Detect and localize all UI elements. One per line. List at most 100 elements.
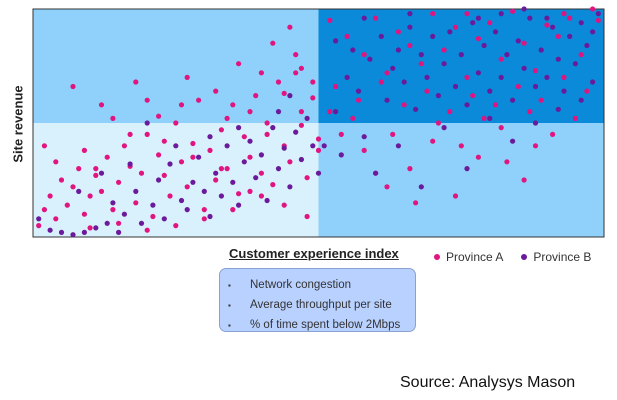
cei-factors-box: ▪ Network congestion ▪ Average throughpu… (219, 268, 416, 332)
data-point (258, 193, 264, 199)
data-point (270, 125, 276, 131)
data-point (236, 191, 242, 197)
data-point (447, 29, 453, 35)
data-point (521, 6, 527, 12)
data-point (230, 207, 236, 213)
data-point (190, 179, 196, 185)
data-point (515, 83, 521, 90)
data-point (93, 225, 99, 231)
data-point (572, 115, 579, 121)
data-point (190, 140, 196, 147)
data-point (247, 109, 253, 115)
data-point (138, 170, 145, 176)
data-point (407, 24, 413, 30)
data-point (178, 197, 185, 204)
data-point (218, 166, 224, 172)
data-point (310, 143, 316, 149)
data-point (247, 138, 253, 144)
data-point (156, 113, 162, 119)
data-point (116, 179, 122, 185)
data-point (441, 47, 447, 53)
data-point (144, 97, 150, 103)
data-point (475, 36, 481, 42)
data-point (133, 200, 139, 206)
data-point (287, 159, 293, 165)
data-point (196, 154, 202, 160)
data-point (435, 120, 441, 126)
data-point (464, 102, 470, 108)
data-point (327, 109, 333, 115)
data-point (161, 138, 167, 144)
data-point (93, 166, 99, 172)
data-point (161, 216, 167, 222)
data-point (521, 65, 527, 71)
data-point (264, 131, 270, 137)
data-point (167, 161, 173, 167)
data-point (578, 52, 584, 58)
data-point (213, 88, 219, 94)
legend-marker-province-b (521, 254, 528, 260)
data-point (150, 202, 156, 208)
data-point (344, 74, 350, 80)
data-point (333, 109, 339, 115)
data-point (270, 40, 276, 46)
data-point (213, 177, 219, 183)
data-point (127, 161, 133, 167)
data-point (247, 154, 253, 160)
data-point (532, 83, 539, 90)
data-point (98, 170, 105, 176)
data-point (424, 74, 430, 80)
data-point (452, 83, 459, 90)
data-point (481, 115, 487, 121)
data-point (144, 120, 150, 126)
data-point (258, 170, 264, 176)
data-point (498, 125, 504, 131)
data-point (584, 42, 590, 49)
data-point (390, 65, 396, 71)
data-point (81, 211, 87, 217)
data-point (378, 33, 384, 40)
data-point (361, 15, 367, 21)
data-point (236, 61, 242, 67)
data-point (527, 109, 533, 115)
data-point (236, 125, 242, 131)
legend-marker-province-a (434, 254, 440, 260)
data-point (207, 134, 213, 140)
data-point (373, 170, 379, 176)
source-note: Source: Analysys Mason (400, 374, 576, 391)
data-point (464, 74, 470, 80)
quadrant-top-right (318, 9, 604, 123)
series-province-a (36, 6, 601, 233)
data-point (327, 17, 333, 23)
data-point (253, 175, 259, 181)
data-point (595, 11, 601, 17)
quadrant-bottom-right (318, 123, 604, 237)
data-point (173, 120, 179, 126)
data-point (555, 56, 561, 62)
data-point (58, 229, 65, 235)
legend-item-province-a: Province A (434, 250, 503, 264)
factor-item: ▪ Network congestion (228, 275, 407, 295)
data-point (144, 131, 150, 137)
data-point (407, 42, 413, 49)
data-point (184, 74, 190, 80)
data-point (298, 122, 304, 128)
data-point (487, 88, 493, 94)
data-point (498, 74, 504, 80)
factor-label: Average throughput per site (250, 299, 392, 311)
data-point (110, 207, 116, 213)
data-point (241, 134, 247, 140)
factor-label: Network congestion (250, 279, 351, 291)
data-point (435, 93, 441, 99)
data-point (401, 102, 407, 108)
bullet-icon: ▪ (228, 280, 231, 290)
data-point (315, 136, 322, 142)
data-point (395, 29, 401, 35)
data-point (104, 220, 110, 226)
data-point (344, 33, 350, 40)
data-point (355, 97, 362, 103)
legend-label-province-b: Province B (533, 250, 592, 264)
data-point (418, 61, 424, 67)
data-point (264, 120, 270, 126)
